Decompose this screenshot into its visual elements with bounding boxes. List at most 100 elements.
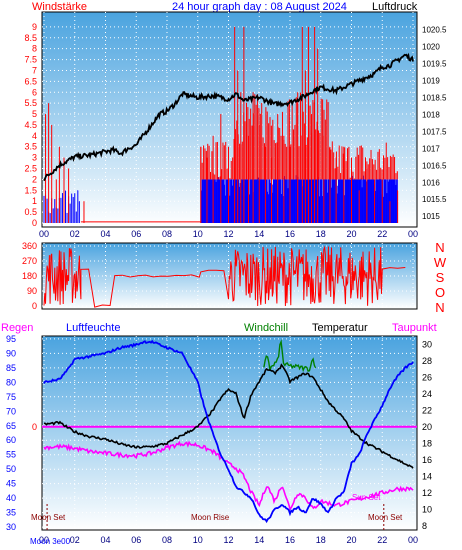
humidity-tick-label: 95 <box>6 334 16 344</box>
hour-tick-label: 20 <box>346 229 356 239</box>
hour-axis-bottom: 00 02 04 06 08 10 12 14 16 18 20 22 00 <box>39 535 418 545</box>
wind-direction-axis: 0 90 180 270 360 <box>22 241 37 311</box>
hour-tick-label: 14 <box>254 229 264 239</box>
wind-strength-tick-label: 3.5 <box>24 142 37 152</box>
humidity-axis: 30 35 40 45 50 55 60 65 70 75 80 85 90 95 0 <box>6 334 37 532</box>
temperature-tick-label: 8 <box>422 521 427 531</box>
temperature-tick-label: 22 <box>422 405 432 415</box>
hour-tick-label: 04 <box>100 535 110 545</box>
hour-tick-label: 06 <box>131 535 141 545</box>
hour-tick-label: 02 <box>70 229 80 239</box>
hour-tick-label: 06 <box>131 229 141 239</box>
temperature-tick-label: 28 <box>422 356 432 366</box>
pressure-tick-label: 1020.5 <box>422 26 447 35</box>
wind-pressure-marks <box>43 26 414 223</box>
wind-strength-tick-label: 0 <box>32 218 37 228</box>
humidity-tick-label: 75 <box>6 392 16 402</box>
wind-direction-line <box>43 245 406 308</box>
hour-tick-label: 08 <box>162 229 172 239</box>
wind-strength-tick-label: 0.5 <box>24 207 37 217</box>
temperature-tick-label: 26 <box>422 372 432 382</box>
humidity-line <box>43 339 414 524</box>
humidity-tick-label: 45 <box>6 479 16 489</box>
pressure-tick-label: 1019 <box>422 76 440 85</box>
compass-letter: N <box>435 300 444 315</box>
humidity-tick-label: 50 <box>6 464 16 474</box>
hour-tick-label: 16 <box>285 535 295 545</box>
hour-tick-label: 18 <box>316 229 326 239</box>
windchill-label: Windchill <box>244 322 288 334</box>
wind-strength-tick-label: 6 <box>32 87 37 97</box>
wind-strength-tick-label: 6.5 <box>24 76 37 86</box>
pressure-tick-label: 1015.5 <box>422 195 447 204</box>
humidity-tick-label: 60 <box>6 435 16 445</box>
temperature-tick-label: 12 <box>422 488 432 498</box>
pressure-tick-label: 1018 <box>422 110 440 119</box>
hour-tick-label: 14 <box>254 535 264 545</box>
moon-set-right-label: Moon Set <box>368 513 403 522</box>
temperature-tick-label: 20 <box>422 422 432 432</box>
direction-tick-label: 90 <box>27 286 37 296</box>
humidity-tick-label: 30 <box>6 522 16 532</box>
corner-label: Moon 3e00 <box>30 537 71 546</box>
temperature-humidity-marks <box>42 339 417 530</box>
hour-tick-label: 20 <box>346 535 356 545</box>
wind-direction-marks <box>43 245 406 308</box>
pressure-line <box>43 52 414 182</box>
hour-tick-label: 16 <box>285 229 295 239</box>
pressure-tick-label: 1018.5 <box>422 93 447 102</box>
temperature-tick-label: 14 <box>422 471 432 481</box>
air-pressure-label: Luftdruck <box>372 1 418 13</box>
temperature-axis: 8 10 12 14 16 18 20 22 24 26 28 30 <box>422 339 432 531</box>
humidity-tick-label: 70 <box>6 406 16 416</box>
wind-strength-tick-label: 2 <box>32 174 37 184</box>
moon-rise-label: Moon Rise <box>191 513 230 522</box>
temperature-humidity-grid <box>42 336 417 530</box>
direction-tick-label: 0 <box>32 301 37 311</box>
rain-tick-label: 0 <box>32 422 37 432</box>
pressure-tick-label: 1016.5 <box>422 161 447 170</box>
hour-tick-label: 10 <box>193 229 203 239</box>
humidity-tick-label: 40 <box>6 493 16 503</box>
direction-tick-label: 180 <box>22 271 37 281</box>
wind-strength-axis: 00.511.522.533.544.555.566.577.588.59 <box>24 22 37 228</box>
hour-tick-label: 04 <box>100 229 110 239</box>
compass-letter: S <box>436 270 445 285</box>
humidity-tick-label: 35 <box>6 508 16 518</box>
pressure-tick-label: 1017 <box>422 144 440 153</box>
direction-tick-label: 360 <box>22 241 37 251</box>
wind-strength-tick-label: 4 <box>32 131 37 141</box>
temperature-tick-label: 16 <box>422 455 432 465</box>
pressure-tick-label: 1017.5 <box>422 127 447 136</box>
dewpoint-line <box>43 440 414 511</box>
graph-title: 24 hour graph day : 08 August 2024 <box>172 1 347 13</box>
hour-tick-label: 02 <box>70 535 80 545</box>
hour-tick-label: 08 <box>162 535 172 545</box>
dewpoint-label: Taupunkt <box>392 322 437 334</box>
pressure-tick-label: 1016 <box>422 178 440 187</box>
wind-strength-tick-label: 3 <box>32 153 37 163</box>
humidity-tick-label: 55 <box>6 450 16 460</box>
wind-strength-tick-label: 8 <box>32 44 37 54</box>
windchill-line <box>263 339 317 373</box>
humidity-tick-label: 65 <box>6 421 16 431</box>
air-pressure-axis: 1015 1015.5 1016 1016.5 1017 1017.5 1018 1018.5… <box>422 26 447 222</box>
direction-tick-label: 270 <box>22 256 37 266</box>
hour-axis-top: 00 02 04 06 08 10 12 14 16 18 20 22 00 <box>39 229 418 239</box>
hour-tick-label: 22 <box>377 229 387 239</box>
compass-letter: O <box>435 285 445 300</box>
rain-label: Regen <box>1 322 33 334</box>
sun-set-label: Sun Set <box>352 493 381 502</box>
wind-strength-tick-label: 5 <box>32 109 37 119</box>
wind-strength-tick-label: 4.5 <box>24 120 37 130</box>
wind-strength-tick-label: 1.5 <box>24 185 37 195</box>
wind-strength-tick-label: 9 <box>32 22 37 32</box>
hour-tick-label: 12 <box>223 535 233 545</box>
hour-tick-label: 18 <box>316 535 326 545</box>
wind-strength-tick-label: 8.5 <box>24 33 37 43</box>
humidity-tick-label: 90 <box>6 348 16 358</box>
hour-tick-label: 00 <box>39 535 49 545</box>
hour-tick-label: 00 <box>408 535 418 545</box>
